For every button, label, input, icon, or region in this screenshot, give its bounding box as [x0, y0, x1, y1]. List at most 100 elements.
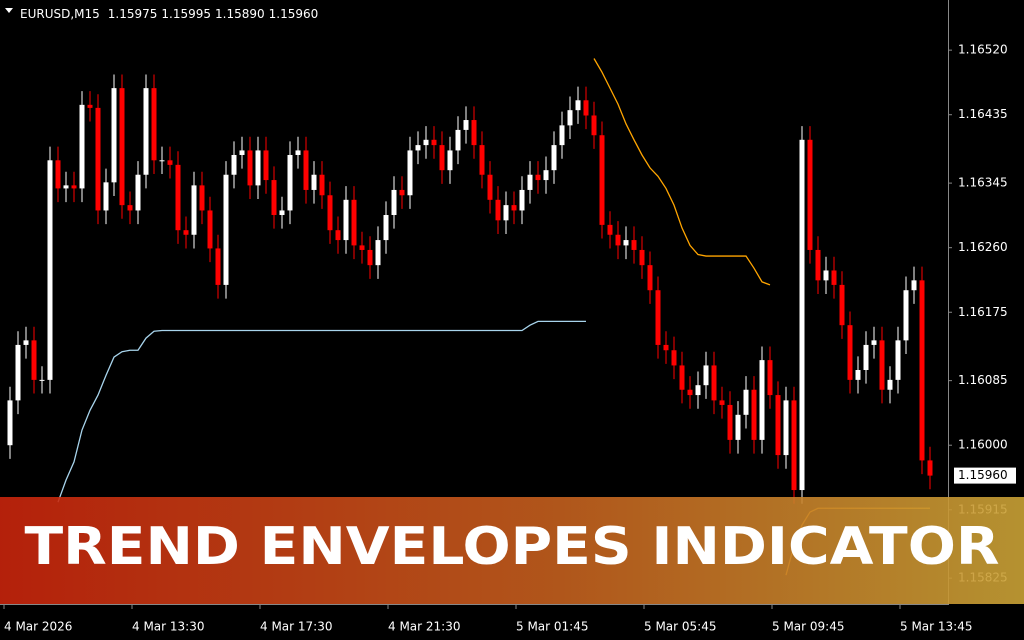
- candle-body: [551, 145, 557, 171]
- candle-body: [231, 154, 237, 175]
- y-tick-label: 1.16520: [958, 43, 1008, 57]
- candle-body: [263, 150, 269, 181]
- candle-body: [879, 340, 885, 390]
- candle-body: [431, 139, 437, 146]
- candle-body: [839, 284, 845, 326]
- x-tick-label: 4 Mar 21:30: [388, 620, 461, 634]
- candle-body: [655, 290, 661, 345]
- candle-body: [895, 340, 901, 380]
- menu-arrow[interactable]: [5, 8, 13, 13]
- candle-body: [479, 145, 485, 175]
- candle-body: [255, 150, 261, 186]
- candle-body: [703, 365, 709, 386]
- candle-body: [815, 249, 821, 281]
- y-tick-label: 1.16175: [958, 305, 1008, 319]
- candle-body: [463, 120, 469, 130]
- banner: [0, 497, 1024, 604]
- candle-body: [63, 185, 69, 189]
- candle-body: [735, 414, 741, 440]
- candle-body: [887, 379, 893, 390]
- candle-body: [727, 404, 733, 440]
- candle-body: [911, 280, 917, 291]
- candle-body: [343, 199, 349, 241]
- candle-body: [391, 189, 397, 216]
- candle-body: [335, 230, 341, 241]
- candle-body: [567, 110, 573, 126]
- candle-body: [487, 174, 493, 200]
- x-tick-label: 4 Mar 2026: [4, 620, 72, 634]
- candle-body: [599, 135, 605, 225]
- candle-body: [903, 290, 909, 341]
- candle-body: [687, 389, 693, 396]
- candle-body: [407, 150, 413, 196]
- candle-body: [495, 199, 501, 221]
- candle-body: [359, 245, 365, 250]
- candle-body: [23, 340, 29, 345]
- candle-body: [279, 210, 285, 216]
- plot-area: [7, 58, 933, 576]
- y-tick-label: 1.16435: [958, 107, 1008, 121]
- symbol-info: EURUSD,M15 1.15975 1.15995 1.15890 1.15960: [20, 7, 318, 21]
- candle-body: [519, 189, 525, 211]
- candle-body: [415, 145, 421, 151]
- candle-body: [527, 174, 533, 190]
- y-tick-label: 1.16085: [958, 373, 1008, 387]
- ohlc-high: 1.15995: [161, 7, 211, 21]
- candle-body: [799, 139, 805, 491]
- envelope-line: [593, 58, 771, 286]
- candle-body: [183, 230, 189, 235]
- candle-body: [111, 88, 117, 183]
- candle-body: [143, 88, 149, 175]
- candle-body: [751, 389, 757, 440]
- candle-body: [71, 185, 77, 189]
- candle-body: [55, 160, 61, 189]
- candle-body: [711, 365, 717, 401]
- x-tick-label: 5 Mar 09:45: [772, 620, 845, 634]
- candle-body: [503, 205, 509, 221]
- candle-body: [831, 270, 837, 285]
- candle-body: [87, 104, 93, 108]
- candle-body: [927, 460, 933, 476]
- candle-body: [511, 205, 517, 211]
- candle-body: [719, 400, 725, 405]
- candle-body: [791, 400, 797, 491]
- candle-body: [863, 344, 869, 370]
- candle-body: [455, 129, 461, 151]
- candle-body: [783, 400, 789, 456]
- candle-body: [383, 215, 389, 241]
- current-price-box: [954, 467, 1016, 484]
- candle-body: [367, 249, 373, 266]
- candle-body: [215, 248, 221, 285]
- candle-body: [767, 360, 773, 396]
- candle-body: [591, 115, 597, 136]
- candle-body: [79, 104, 85, 189]
- candle-body: [239, 150, 245, 155]
- candle-body: [247, 150, 253, 186]
- y-tick-label: 1.16260: [958, 240, 1008, 254]
- current-price-label: 1.15960: [958, 468, 1008, 482]
- banner-title: TREND ENVELOPES INDICATOR: [25, 517, 1000, 577]
- candle-body: [423, 139, 429, 146]
- candle-body: [127, 205, 133, 211]
- candle-body: [191, 185, 197, 235]
- candle-body: [639, 249, 645, 266]
- candle-body: [375, 240, 381, 266]
- candle-body: [399, 189, 405, 196]
- candle-body: [847, 325, 853, 380]
- candle-body: [759, 360, 765, 440]
- candle-body: [543, 170, 549, 181]
- ohlc-close: 1.15960: [269, 7, 319, 21]
- x-tick-label: 4 Mar 13:30: [132, 620, 205, 634]
- x-tick-label: 5 Mar 05:45: [644, 620, 717, 634]
- candle-body: [855, 369, 861, 380]
- candle-body: [743, 389, 749, 415]
- candle-body: [31, 340, 37, 380]
- candle-body: [103, 182, 109, 211]
- candle-body: [159, 160, 165, 162]
- candle-body: [439, 145, 445, 171]
- candle-body: [207, 210, 213, 249]
- candle-body: [119, 88, 125, 206]
- candle-body: [167, 160, 173, 165]
